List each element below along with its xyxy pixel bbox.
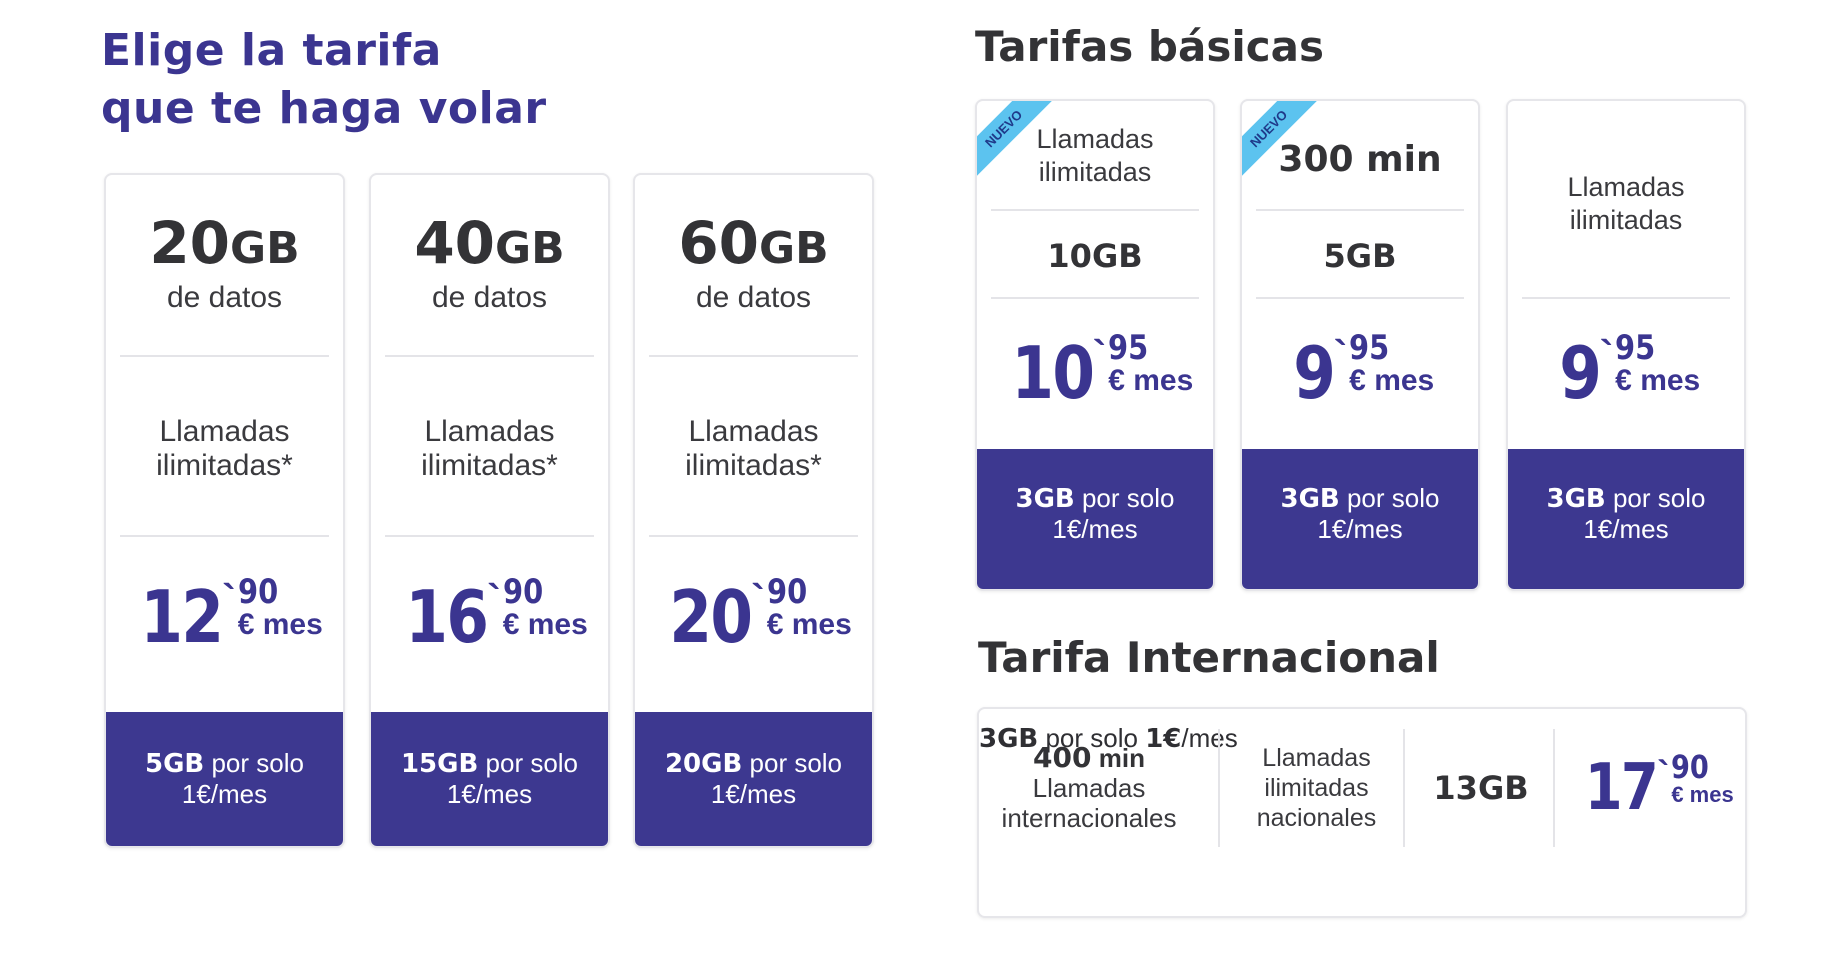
basic-plan-extra-offer: 3GB por solo 1€/mes [1242, 449, 1478, 589]
divider [385, 535, 594, 537]
divider [385, 355, 594, 357]
basic-plan-price: 9` 95 € mes [1292, 328, 1435, 415]
international-plan-card[interactable]: 400 min Llamadas internacionales Llamada… [977, 707, 1747, 918]
basic-plan-calls: Llamadas ilimitadas [1036, 124, 1154, 187]
intl-national-calls: Llamadas ilimitadas nacionales [1256, 744, 1377, 832]
intl-price: 17` 90 € mes [1585, 748, 1734, 825]
international-section-title: Tarifa Internacional [978, 633, 1440, 682]
basic-plan-price: 10` 95 € mes [1011, 328, 1194, 415]
basic-plan-data: 5GB [1323, 237, 1397, 275]
divider [1256, 297, 1464, 299]
plan-calls: Llamadas ilimitadas* [156, 415, 293, 482]
plan-data-subtitle: de datos [695, 281, 812, 314]
main-heading-line2: que te haga volar [101, 83, 547, 134]
plan-price: 20` 90 € mes [669, 572, 852, 659]
divider [1522, 297, 1730, 299]
plan-data-subtitle: de datos [431, 281, 548, 314]
plan-extra-offer: 20GB por solo 1€/mes [635, 712, 872, 846]
intl-extra-offer: 3GB por solo 1€/mes [979, 723, 1238, 754]
basic-plan-minutes: 300 min [1278, 139, 1442, 180]
plan-data-subtitle: de datos [166, 281, 283, 314]
plan-card-20gb[interactable]: 20GB de datos Llamadas ilimitadas* 12` 90 €… [104, 173, 345, 848]
main-heading: Elige la tarifa que te haga volar [101, 22, 547, 138]
plan-data-amount: 60GB [678, 209, 829, 277]
plan-price: 16` 90 € mes [405, 572, 588, 659]
plan-calls: Llamadas ilimitadas* [421, 415, 558, 482]
plan-extra-offer: 15GB por solo 1€/mes [371, 712, 608, 846]
basic-plan-card-unlimited-10gb[interactable]: NUEVO Llamadas ilimitadas 10GB 10` 95 € mes… [975, 99, 1215, 591]
basic-plan-extra-offer: 3GB por solo 1€/mes [977, 449, 1213, 589]
basic-section-title: Tarifas básicas [975, 22, 1324, 71]
plan-extra-offer: 5GB por solo 1€/mes [106, 712, 343, 846]
divider [1553, 729, 1555, 847]
basic-plan-price: 9` 95 € mes [1558, 328, 1701, 415]
divider [991, 209, 1199, 211]
divider [1403, 729, 1405, 847]
basic-plan-data: 10GB [1047, 237, 1143, 275]
plan-card-40gb[interactable]: 40GB de datos Llamadas ilimitadas* 16` 90 €… [369, 173, 610, 848]
plan-price: 12` 90 € mes [140, 572, 323, 659]
basic-plan-card-300min-5gb[interactable]: NUEVO 300 min 5GB 9` 95 € mes 3GB por solo… [1240, 99, 1480, 591]
divider [649, 535, 858, 537]
divider [649, 355, 858, 357]
basic-plan-calls: Llamadas ilimitadas [1567, 172, 1685, 235]
basic-plan-extra-offer: 3GB por solo 1€/mes [1508, 449, 1744, 589]
divider [991, 297, 1199, 299]
intl-minutes: 400 min Llamadas internacionales [1001, 741, 1177, 834]
basic-plan-card-unlimited[interactable]: Llamadas ilimitadas 9` 95 € mes 3GB por sol… [1506, 99, 1746, 591]
plan-card-60gb[interactable]: 60GB de datos Llamadas ilimitadas* 20` 90 €… [633, 173, 874, 848]
divider [1218, 729, 1220, 847]
divider [120, 535, 329, 537]
divider [1256, 209, 1464, 211]
plan-calls: Llamadas ilimitadas* [685, 415, 822, 482]
divider [120, 355, 329, 357]
plan-data-amount: 20GB [149, 209, 300, 277]
main-heading-line1: Elige la tarifa [101, 25, 442, 76]
intl-data: 13GB [1433, 769, 1529, 807]
plan-data-amount: 40GB [414, 209, 565, 277]
